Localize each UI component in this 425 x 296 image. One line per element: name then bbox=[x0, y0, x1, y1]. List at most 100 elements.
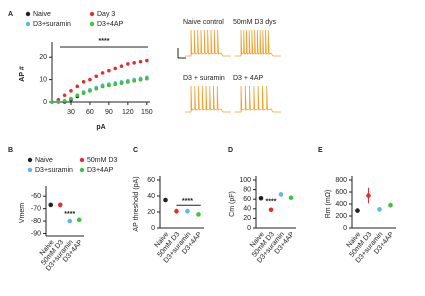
significance: **** bbox=[99, 38, 110, 45]
data-point bbox=[288, 195, 294, 201]
data-point bbox=[62, 99, 67, 103]
voltage-trace bbox=[185, 85, 231, 113]
data-point bbox=[258, 195, 264, 201]
data-point bbox=[100, 84, 105, 89]
panel-letter: B bbox=[8, 147, 13, 154]
y-tick-label: 0 bbox=[151, 225, 155, 232]
y-tick-label: 0 bbox=[247, 225, 251, 232]
data-point bbox=[100, 71, 105, 75]
y-tick-label: 400 bbox=[335, 201, 347, 208]
legend-marker bbox=[27, 157, 33, 163]
trace-label: 50mM D3 dys bbox=[233, 19, 277, 26]
legend-marker bbox=[25, 21, 31, 27]
data-point bbox=[107, 83, 111, 87]
data-point bbox=[119, 64, 124, 68]
y-axis-label: Cm (pF) bbox=[229, 191, 236, 217]
data-point bbox=[126, 80, 130, 84]
y-axis-label: AP threshold (pA) bbox=[133, 176, 140, 231]
data-point bbox=[119, 81, 124, 85]
data-point bbox=[377, 207, 382, 212]
y-tick-label: 20 bbox=[147, 209, 155, 216]
data-point bbox=[113, 66, 118, 71]
y-tick-label: -90 bbox=[31, 230, 41, 237]
data-point bbox=[145, 76, 149, 81]
data-point bbox=[113, 82, 118, 86]
y-tick-label: -70 bbox=[31, 205, 41, 212]
y-tick-label: -80 bbox=[31, 218, 41, 225]
y-tick-label: 0 bbox=[343, 225, 347, 232]
legend-label: D3+4AP bbox=[97, 21, 124, 28]
x-tick-label: 30 bbox=[67, 109, 75, 116]
legend-label: 50mM D3 bbox=[87, 157, 117, 164]
data-point bbox=[81, 91, 86, 95]
y-tick-label: 60 bbox=[243, 196, 251, 203]
data-point bbox=[75, 93, 80, 98]
y-axis-label: AP # bbox=[19, 66, 26, 82]
panel-letter: C bbox=[133, 147, 138, 154]
data-point bbox=[94, 74, 99, 79]
significance: **** bbox=[266, 199, 277, 206]
y-tick-label: 40 bbox=[147, 193, 155, 200]
data-point bbox=[69, 96, 73, 101]
significance: **** bbox=[64, 211, 75, 218]
data-point bbox=[48, 202, 54, 208]
y-tick-label: 20 bbox=[243, 215, 251, 222]
trace-label: D3 + suramin bbox=[183, 75, 225, 82]
x-tick-label: 150 bbox=[141, 109, 153, 116]
data-point bbox=[81, 80, 86, 84]
y-tick-label: 20 bbox=[39, 54, 47, 61]
data-point bbox=[163, 197, 168, 203]
x-axis-label: pA bbox=[96, 124, 105, 131]
legend-marker bbox=[89, 11, 95, 17]
legend-label: D3+4AP bbox=[87, 167, 114, 174]
data-point bbox=[69, 89, 73, 93]
data-point bbox=[145, 58, 149, 63]
voltage-trace bbox=[235, 85, 281, 113]
y-tick-label: 10 bbox=[39, 76, 47, 83]
legend-marker bbox=[25, 11, 31, 17]
legend-label: Naive bbox=[33, 11, 51, 18]
data-point bbox=[62, 93, 67, 98]
y-axis-label: Vmem bbox=[19, 203, 26, 223]
voltage-trace bbox=[185, 29, 231, 57]
legend-marker bbox=[89, 21, 95, 27]
data-point bbox=[132, 61, 136, 65]
trace-label: Naive control bbox=[183, 19, 224, 26]
data-point bbox=[94, 86, 99, 91]
y-tick-label: 0 bbox=[43, 99, 47, 106]
data-point bbox=[388, 202, 393, 208]
x-tick-label: 90 bbox=[105, 109, 113, 116]
data-point bbox=[196, 212, 201, 217]
legend-marker bbox=[27, 167, 33, 173]
data-point bbox=[50, 100, 54, 104]
y-tick-label: 100 bbox=[239, 177, 251, 184]
panel-letter: D bbox=[228, 147, 233, 154]
legend-label: Naive bbox=[35, 157, 53, 164]
voltage-trace bbox=[235, 29, 281, 57]
x-tick-label: 120 bbox=[122, 109, 134, 116]
legend-label: Day 3 bbox=[97, 11, 115, 18]
legend-label: D3+suramin bbox=[35, 167, 73, 174]
data-point bbox=[185, 208, 190, 214]
trace-label: D3 + 4AP bbox=[233, 75, 263, 82]
panel-letter: A bbox=[8, 11, 13, 18]
data-point bbox=[57, 202, 63, 208]
y-tick-label: 40 bbox=[243, 206, 251, 213]
data-point bbox=[107, 68, 111, 73]
data-point bbox=[67, 218, 73, 224]
data-point bbox=[132, 78, 136, 83]
y-tick-label: -60 bbox=[31, 193, 41, 200]
y-tick-label: 600 bbox=[335, 189, 347, 196]
y-tick-label: 80 bbox=[243, 186, 251, 193]
data-point bbox=[138, 77, 143, 82]
data-point bbox=[56, 100, 61, 104]
data-point bbox=[88, 77, 92, 82]
data-point bbox=[88, 89, 92, 93]
data-point bbox=[355, 208, 360, 213]
data-point bbox=[138, 59, 143, 64]
data-point bbox=[76, 217, 82, 223]
y-tick-label: 60 bbox=[147, 177, 155, 184]
data-point bbox=[126, 62, 130, 66]
y-tick-label: 200 bbox=[335, 213, 347, 220]
